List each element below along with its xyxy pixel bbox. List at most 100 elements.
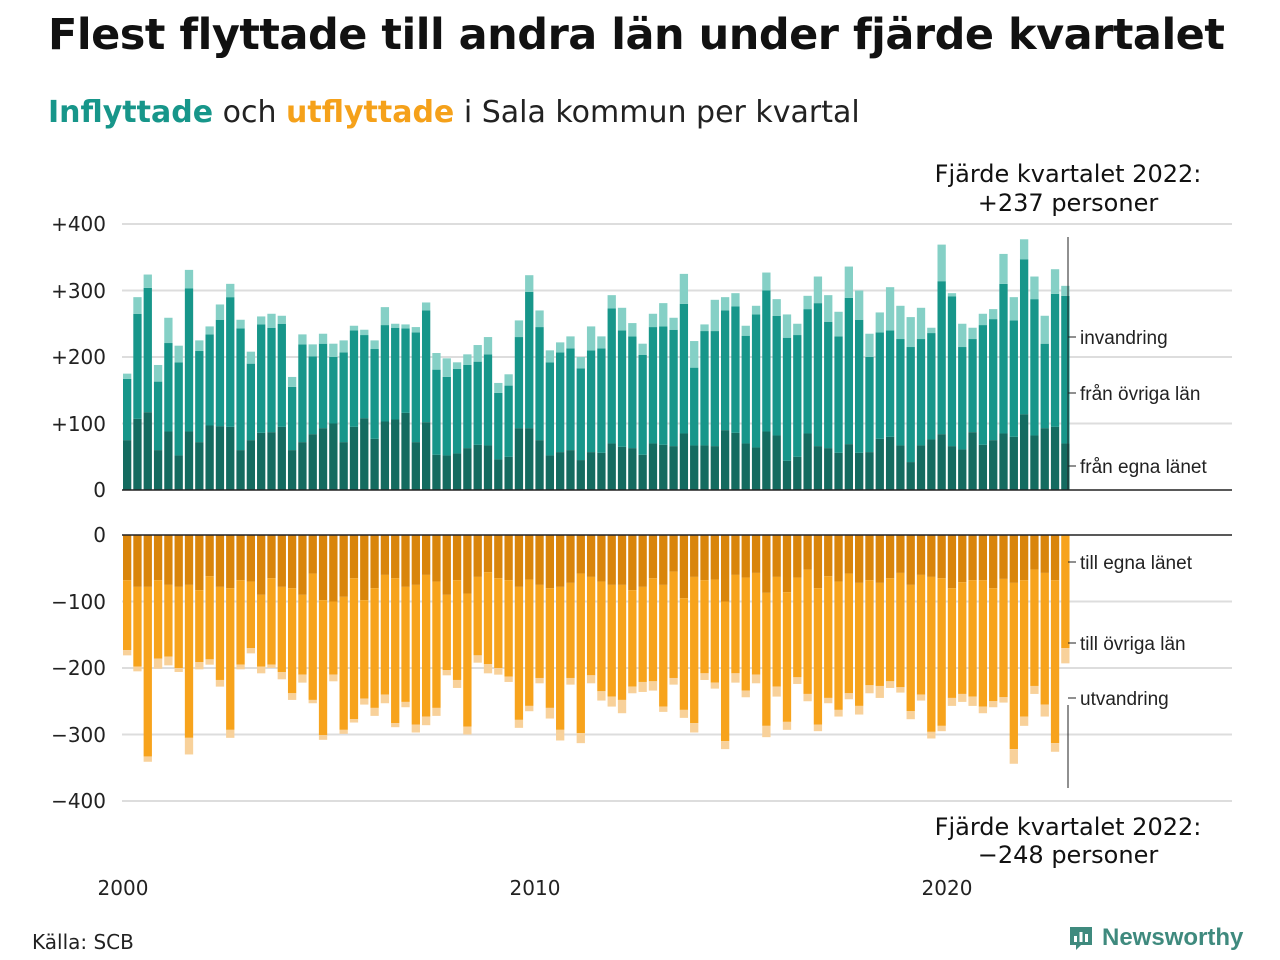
bar-out-emig-48	[617, 699, 627, 714]
bar-out-other-50	[638, 586, 647, 682]
bar-in-other-85	[999, 283, 1008, 434]
bar-in-other-79	[937, 281, 946, 435]
bar-out-emig-22	[349, 719, 359, 723]
bar-in-other-50	[638, 355, 647, 455]
bar-out-other-79	[937, 578, 946, 726]
bar-out-own-60	[741, 535, 750, 578]
bar-in-own-53	[669, 446, 678, 490]
bar-out-other-52	[659, 584, 668, 707]
bar-in-immig-72	[865, 333, 874, 358]
bar-in-immig-32	[452, 362, 462, 369]
bar-in-other-43	[566, 348, 575, 451]
bar-out-other-72	[865, 580, 874, 686]
bar-in-immig-37	[504, 374, 513, 386]
bar-in-other-56	[700, 331, 709, 446]
bar-out-other-29	[421, 574, 431, 717]
bar-in-other-73	[875, 332, 884, 439]
bar-in-other-4	[164, 343, 173, 432]
bar-out-own-54	[679, 535, 689, 599]
bar-out-emig-89	[1040, 704, 1049, 717]
bar-out-own-9	[215, 535, 225, 587]
bar-out-emig-55	[690, 723, 699, 733]
bar-in-immig-69	[834, 311, 843, 337]
bar-out-other-64	[782, 592, 792, 722]
bar-in-other-48	[617, 330, 627, 447]
bar-out-other-35	[483, 572, 493, 665]
bar-in-immig-66	[803, 295, 812, 310]
bar-out-other-57	[710, 579, 719, 683]
bar-out-emig-51	[648, 681, 658, 691]
bar-in-other-6	[184, 288, 194, 432]
bar-out-other-75	[896, 572, 905, 688]
bar-in-other-45	[586, 350, 596, 453]
bar-out-emig-63	[772, 686, 781, 697]
bar-in-own-14	[267, 432, 276, 490]
bar-out-own-8	[205, 535, 214, 577]
bar-in-own-54	[679, 433, 689, 491]
bar-in-immig-38	[514, 320, 524, 338]
bar-out-own-90	[1050, 535, 1060, 581]
bar-out-other-47	[607, 584, 616, 697]
bar-out-emig-83	[978, 706, 988, 714]
bar-in-own-61	[751, 447, 761, 490]
bar-out-own-6	[184, 535, 194, 585]
bar-out-own-46	[597, 535, 606, 582]
bar-out-other-21	[339, 596, 348, 730]
bar-out-own-84	[989, 535, 998, 589]
bar-in-immig-76	[906, 317, 915, 348]
bar-out-other-19	[318, 600, 328, 736]
bar-out-emig-73	[875, 685, 884, 698]
bar-out-own-41	[545, 535, 555, 589]
bar-out-other-71	[855, 582, 864, 706]
bar-out-other-0	[123, 580, 132, 651]
bar-in-own-30	[432, 454, 441, 490]
bar-in-immig-39	[525, 275, 534, 292]
bar-out-own-74	[885, 535, 895, 579]
bar-out-emig-59	[731, 673, 740, 683]
bar-out-emig-37	[504, 676, 513, 682]
bar-in-own-23	[360, 418, 369, 490]
bar-in-own-57	[710, 446, 719, 490]
bar-out-other-41	[545, 588, 555, 708]
bar-in-immig-58	[720, 297, 730, 311]
bar-out-emig-90	[1050, 743, 1060, 752]
bar-out-own-3	[153, 535, 163, 581]
bar-in-immig-43	[566, 336, 575, 349]
bar-in-immig-61	[751, 305, 761, 315]
bar-in-own-22	[349, 426, 359, 490]
bar-out-emig-50	[638, 681, 647, 692]
bar-in-immig-25	[380, 307, 390, 326]
bar-in-own-55	[690, 445, 699, 490]
bar-in-own-19	[318, 428, 328, 490]
bar-in-other-25	[380, 325, 390, 422]
bar-out-own-39	[525, 535, 534, 580]
bar-out-other-69	[834, 581, 843, 710]
bar-out-own-30	[432, 535, 441, 582]
bar-out-emig-61	[751, 674, 761, 684]
bar-out-emig-79	[937, 725, 946, 732]
bar-in-own-74	[885, 436, 895, 490]
bar-in-immig-87	[1019, 239, 1029, 260]
y-tick-in-100: +100	[51, 412, 106, 436]
bar-in-immig-47	[607, 295, 616, 309]
bar-out-other-66	[803, 569, 812, 694]
bar-in-other-84	[989, 319, 998, 441]
bar-out-emig-70	[844, 693, 853, 700]
bar-in-immig-90	[1050, 269, 1060, 294]
bar-out-own-35	[483, 535, 493, 573]
bar-in-immig-27	[401, 324, 410, 329]
bar-out-emig-19	[318, 735, 328, 740]
bar-out-other-67	[813, 588, 823, 725]
bar-in-other-13	[257, 324, 266, 433]
bar-out-own-17	[298, 535, 307, 595]
bar-in-other-39	[525, 291, 534, 429]
bar-in-other-46	[597, 348, 606, 453]
bar-in-immig-30	[432, 353, 441, 370]
bar-out-other-9	[215, 586, 225, 680]
bar-in-other-34	[473, 361, 482, 445]
bar-out-own-72	[865, 535, 874, 581]
bar-out-own-76	[906, 535, 915, 585]
bar-in-other-68	[824, 321, 833, 449]
bar-out-other-88	[1030, 569, 1039, 686]
bar-in-own-91	[1061, 443, 1070, 490]
